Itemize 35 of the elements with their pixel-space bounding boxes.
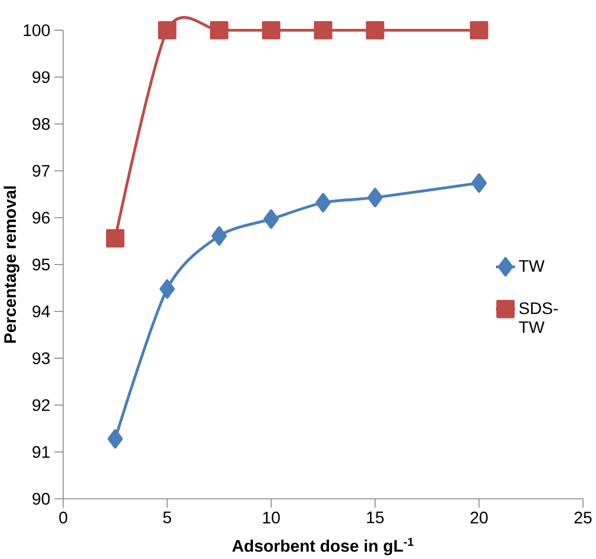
y-tick-label: 96 (32, 212, 50, 224)
y-tick-label: 92 (32, 399, 50, 412)
point (158, 21, 176, 40)
point (315, 192, 331, 212)
y-tick-label: 95 (32, 258, 50, 270)
x-tick-label: 25 (574, 512, 592, 524)
point (210, 21, 228, 40)
x-tick-label: 20 (470, 512, 488, 524)
y-tick-label: 98 (32, 118, 50, 130)
x-axis-title: Adsorbent dose in gL$^{-1}$ (232, 538, 414, 556)
point (366, 21, 384, 40)
point (262, 21, 280, 40)
point (106, 229, 124, 248)
point (367, 188, 383, 208)
point (471, 173, 487, 193)
y-tick-label: 93 (32, 352, 50, 364)
point (263, 209, 279, 229)
x-tick-label: 15 (367, 512, 384, 524)
x-tick-label: 0 (59, 512, 68, 524)
point (160, 279, 175, 299)
x-tick-label: 5 (163, 512, 172, 524)
x-tick-label: 10 (263, 512, 280, 524)
y-tick-label: 90 (32, 492, 50, 505)
point (314, 21, 332, 40)
point (108, 429, 123, 449)
y-tick-label: 91 (32, 446, 50, 458)
legend-label: TW (518, 260, 544, 272)
point (470, 21, 488, 40)
y-axis-title: Percentage removal (4, 186, 20, 343)
legend-label: SDS-TW (518, 302, 558, 333)
y-tick-label: 97 (32, 164, 50, 177)
point (212, 226, 227, 246)
y-tick-label: 100 (24, 24, 50, 36)
y-tick-label: 94 (32, 306, 50, 318)
y-tick-label: 99 (32, 71, 50, 84)
